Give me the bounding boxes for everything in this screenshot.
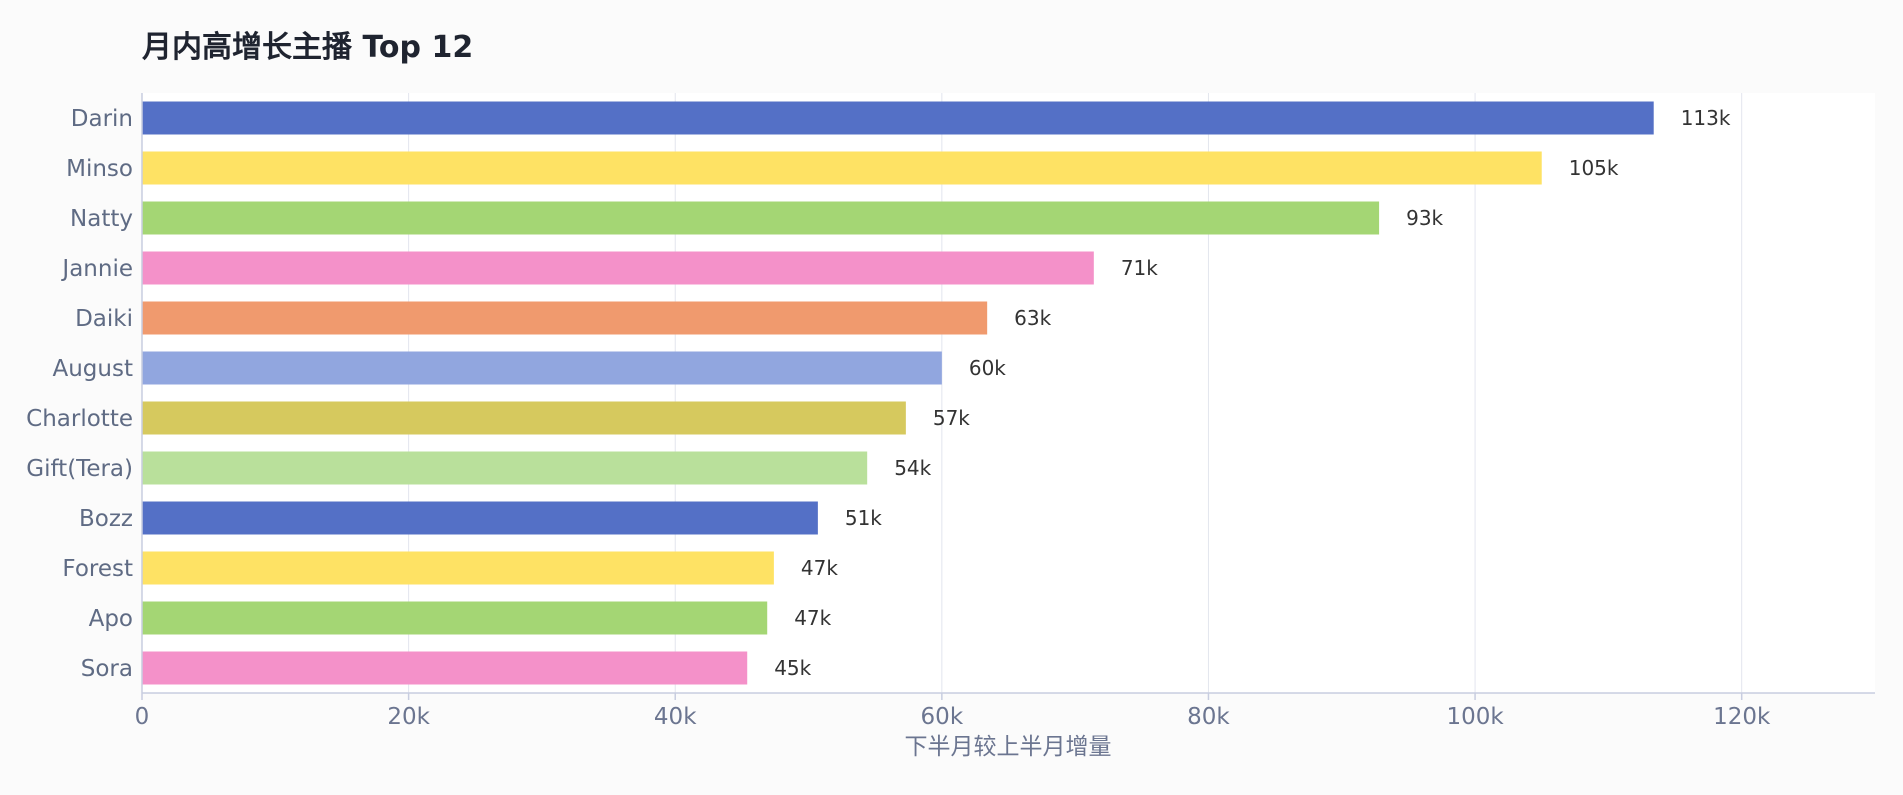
x-tick-label: 120k — [1713, 704, 1771, 730]
category-label: Charlotte — [26, 406, 133, 432]
value-label: 63k — [1014, 306, 1051, 330]
category-label: Natty — [70, 206, 133, 232]
bar — [142, 501, 818, 535]
grid-lines — [408, 93, 1743, 693]
category-label: Minso — [66, 156, 133, 182]
x-tick-label: 0 — [135, 704, 150, 730]
chart-title: 月内高增长主播 Top 12 — [142, 30, 474, 65]
bar — [142, 251, 1094, 285]
bar — [142, 651, 748, 685]
category-label: August — [53, 356, 134, 382]
category-label: Bozz — [79, 506, 133, 532]
value-label: 71k — [1121, 256, 1158, 280]
x-tick-label: 80k — [1187, 704, 1230, 730]
value-label: 60k — [969, 356, 1006, 380]
x-axis-title: 下半月较上半月增量 — [905, 734, 1112, 760]
bar — [142, 401, 906, 435]
value-label: 57k — [933, 406, 970, 430]
category-label: Jannie — [60, 256, 133, 282]
value-label: 45k — [774, 656, 811, 680]
value-labels: 113k 105k 93k 71k 63k 60k 57k 54k 51k 47k 47k 45k — [774, 106, 1731, 680]
bar — [142, 101, 1654, 135]
value-label: 47k — [801, 556, 838, 580]
bar — [142, 451, 868, 485]
value-label: 105k — [1569, 156, 1619, 180]
value-label: 54k — [894, 456, 931, 480]
x-tick-label: 100k — [1446, 704, 1504, 730]
bar — [142, 201, 1380, 235]
bars — [142, 101, 1654, 685]
value-label: 47k — [794, 606, 831, 630]
category-label: Gift(Tera) — [26, 456, 133, 482]
bar — [142, 601, 768, 635]
x-tick-labels: 0 20k 40k 60k 80k 100k 120k — [135, 693, 1771, 730]
category-label: Daiki — [75, 306, 133, 332]
value-label: 113k — [1681, 106, 1731, 130]
x-tick-label: 20k — [387, 704, 430, 730]
category-label: Apo — [89, 606, 133, 632]
value-label: 93k — [1406, 206, 1443, 230]
category-label: Sora — [81, 656, 133, 682]
category-label: Darin — [71, 106, 133, 132]
plot-background — [142, 93, 1875, 693]
bar — [142, 301, 988, 335]
category-labels: Darin Minso Natty Jannie Daiki August Charlott… — [26, 106, 133, 682]
x-tick-label: 40k — [654, 704, 697, 730]
value-label: 51k — [845, 506, 882, 530]
category-label: Forest — [62, 556, 133, 582]
bar — [142, 551, 774, 585]
bar — [142, 351, 942, 385]
bar — [142, 151, 1542, 185]
x-tick-label: 60k — [921, 704, 964, 730]
